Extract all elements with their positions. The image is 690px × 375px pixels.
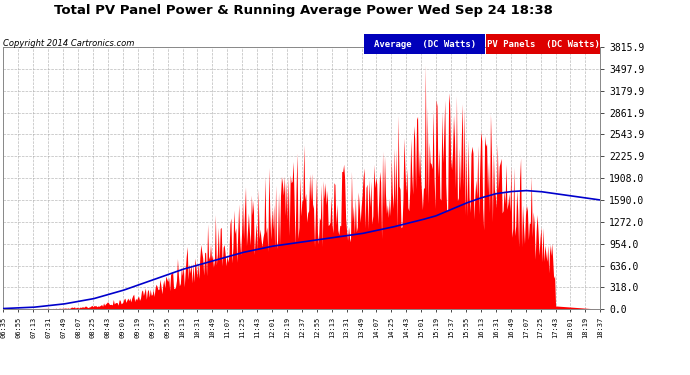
- Text: Copyright 2014 Cartronics.com: Copyright 2014 Cartronics.com: [3, 39, 135, 48]
- Text: Average  (DC Watts): Average (DC Watts): [373, 40, 476, 49]
- Text: Total PV Panel Power & Running Average Power Wed Sep 24 18:38: Total PV Panel Power & Running Average P…: [54, 4, 553, 17]
- Text: PV Panels  (DC Watts): PV Panels (DC Watts): [487, 40, 600, 49]
